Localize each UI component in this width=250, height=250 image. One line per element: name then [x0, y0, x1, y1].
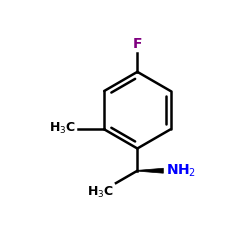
- Text: H$_3$C: H$_3$C: [86, 185, 114, 200]
- Text: NH$_2$: NH$_2$: [166, 162, 196, 179]
- Text: H$_3$C: H$_3$C: [49, 120, 76, 136]
- Text: F: F: [132, 37, 142, 51]
- Polygon shape: [137, 168, 163, 173]
